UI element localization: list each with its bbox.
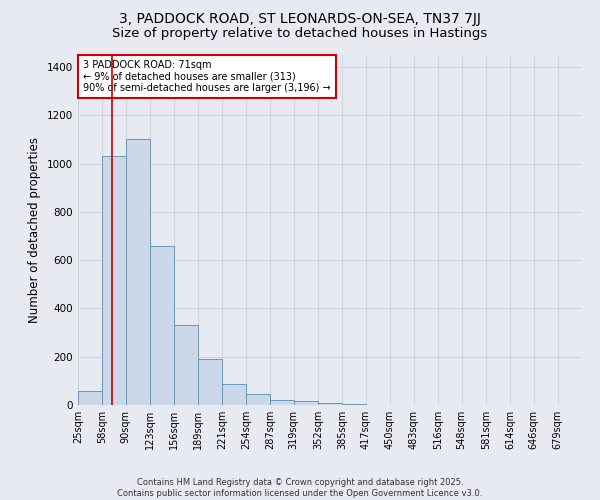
Bar <box>318 402 342 405</box>
Bar <box>174 326 199 405</box>
Text: Contains HM Land Registry data © Crown copyright and database right 2025.
Contai: Contains HM Land Registry data © Crown c… <box>118 478 482 498</box>
Bar <box>293 402 318 405</box>
Y-axis label: Number of detached properties: Number of detached properties <box>28 137 41 323</box>
Bar <box>102 156 125 405</box>
Bar <box>342 404 365 405</box>
Bar <box>199 359 222 405</box>
Bar <box>270 400 293 405</box>
Bar <box>246 394 270 405</box>
Bar <box>78 390 102 405</box>
Bar <box>125 140 150 405</box>
Text: Size of property relative to detached houses in Hastings: Size of property relative to detached ho… <box>112 28 488 40</box>
Bar <box>150 246 174 405</box>
Bar <box>222 384 246 405</box>
Text: 3 PADDOCK ROAD: 71sqm
← 9% of detached houses are smaller (313)
90% of semi-deta: 3 PADDOCK ROAD: 71sqm ← 9% of detached h… <box>83 60 331 94</box>
Text: 3, PADDOCK ROAD, ST LEONARDS-ON-SEA, TN37 7JJ: 3, PADDOCK ROAD, ST LEONARDS-ON-SEA, TN3… <box>119 12 481 26</box>
